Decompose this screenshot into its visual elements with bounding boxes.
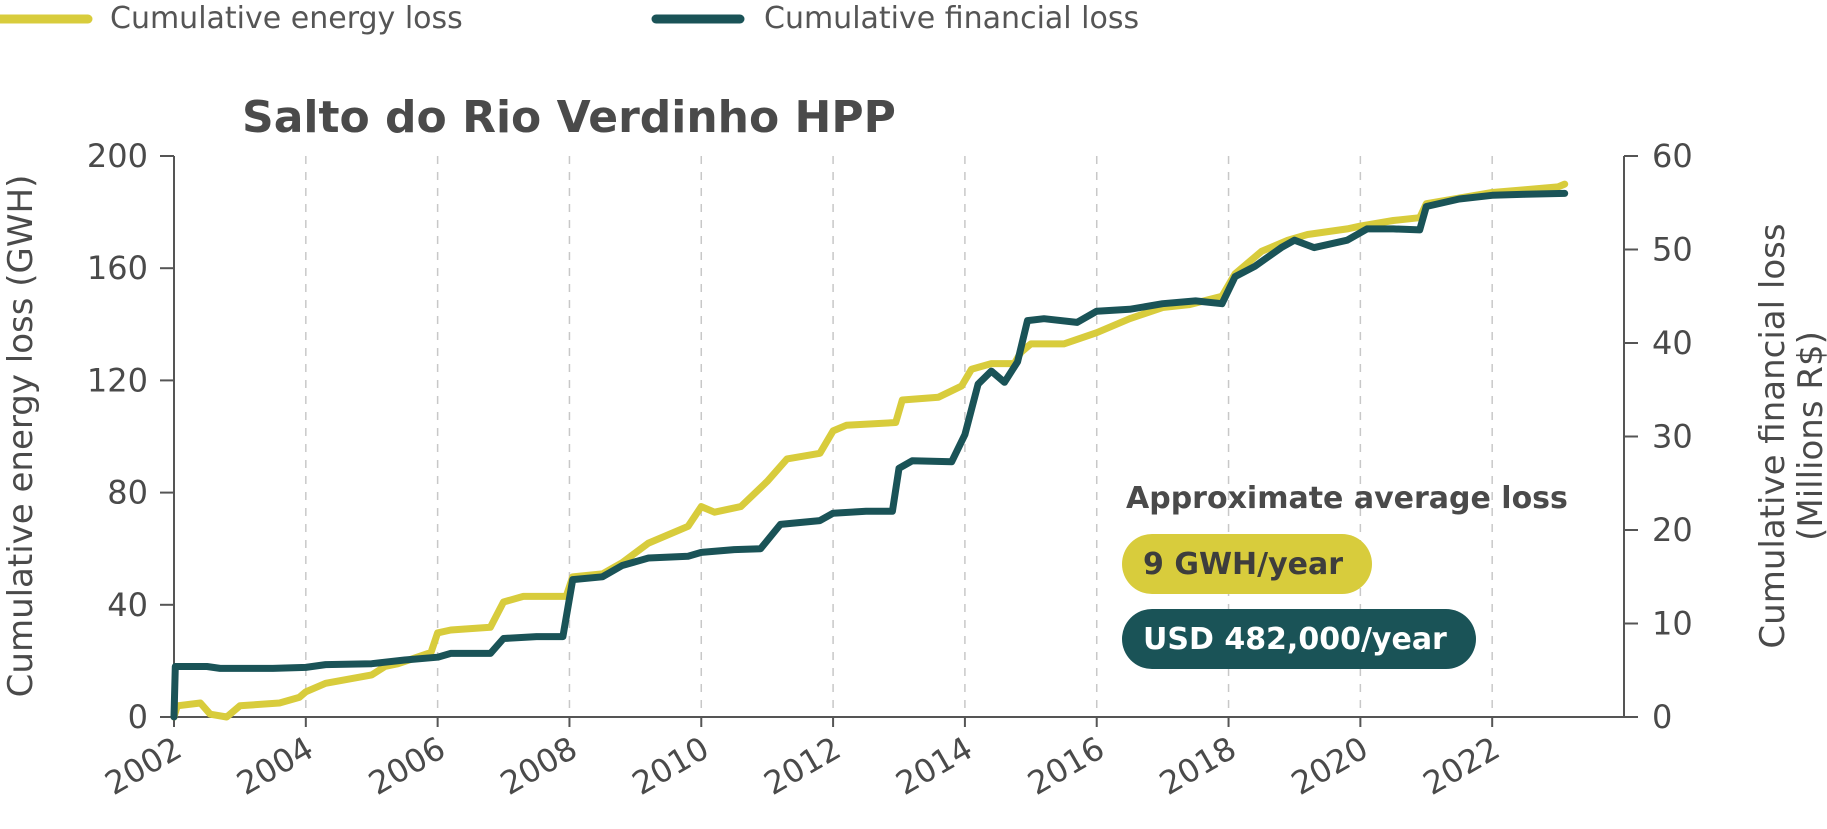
left-tick-label: 40 [107, 586, 148, 624]
left-tick-label: 80 [107, 474, 148, 512]
right-tick-label: 50 [1652, 231, 1693, 269]
left-tick-label: 120 [87, 361, 148, 399]
x-tick-label: 2022 [1417, 729, 1507, 803]
legend: Cumulative energy loss Cumulative financ… [0, 1, 1139, 36]
x-tick-label: 2004 [230, 729, 320, 803]
average-loss-annotation: Approximate average loss 9 GWH/year USD … [1122, 481, 1568, 669]
legend-financial-label: Cumulative financial loss [764, 1, 1139, 36]
financial-badge-text: USD 482,000/year [1143, 622, 1447, 657]
energy-loss-line [170, 180, 1569, 721]
right-tick-label: 10 [1652, 605, 1693, 643]
x-tick-label: 2018 [1153, 729, 1243, 803]
right-tick-label: 0 [1652, 698, 1672, 736]
right-tick-label: 20 [1652, 511, 1693, 549]
right-y-ticks: 0 10 20 30 40 50 60 [1624, 137, 1693, 736]
x-tick-label: 2016 [1021, 729, 1111, 803]
financial-badge-bg [1122, 609, 1476, 669]
x-tick-label: 2002 [98, 729, 188, 803]
chart-title: Salto do Rio Verdinho HPP [242, 92, 896, 143]
x-tick-label: 2012 [758, 729, 848, 803]
x-tick-label: 2010 [626, 729, 716, 803]
energy-badge-bg [1122, 534, 1372, 594]
financial-loss-line [170, 189, 1569, 721]
left-tick-label: 160 [87, 249, 148, 287]
left-tick-label: 200 [87, 137, 148, 175]
right-tick-label: 40 [1652, 324, 1693, 362]
x-ticks: 2002 2004 2006 2008 2010 2012 2014 2016 2018 2020… [98, 717, 1506, 803]
left-axis-title: Cumulative energy loss (GWH) [1, 175, 41, 698]
annotation-heading: Approximate average loss [1126, 481, 1568, 516]
series-group [170, 180, 1569, 721]
x-tick-label: 2006 [362, 729, 452, 803]
left-y-ticks: 0 40 80 120 160 200 [87, 137, 174, 736]
left-tick-label: 0 [128, 698, 148, 736]
right-tick-label: 60 [1652, 137, 1693, 175]
x-tick-label: 2020 [1285, 729, 1375, 803]
right-tick-label: 30 [1652, 418, 1693, 456]
x-tick-label: 2014 [889, 729, 979, 803]
right-axis-title-line1: Cumulative financial loss [1753, 223, 1793, 648]
x-tick-label: 2008 [494, 729, 584, 803]
legend-energy-label: Cumulative energy loss [110, 1, 463, 36]
right-axis-title-line2: (Millions R$) [1791, 331, 1827, 541]
energy-badge-text: 9 GWH/year [1143, 547, 1343, 582]
